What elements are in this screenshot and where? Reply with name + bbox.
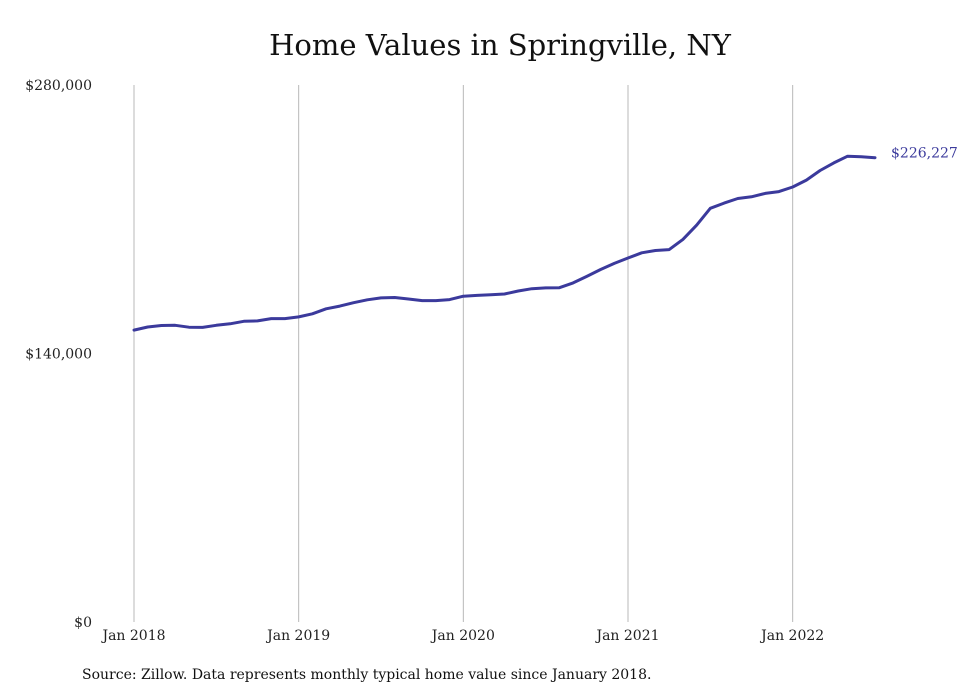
y-tick-label: $140,000 xyxy=(25,347,92,363)
y-axis: $0 $140,000 $280,000 xyxy=(25,78,92,631)
y-tick-label: $0 xyxy=(74,615,92,631)
x-tick-label: Jan 2021 xyxy=(594,628,659,644)
chart-title: Home Values in Springville, NY xyxy=(269,28,731,62)
x-tick-label: Jan 2019 xyxy=(265,628,330,644)
x-tick-label: Jan 2022 xyxy=(759,628,824,644)
series-group: $226,227 xyxy=(132,146,958,332)
grid-lines xyxy=(133,85,794,622)
x-tick-label: Jan 2018 xyxy=(100,628,165,644)
series-line xyxy=(132,154,877,332)
end-value-label: $226,227 xyxy=(891,146,958,162)
x-axis: Jan 2018 Jan 2019 Jan 2020 Jan 2021 Jan 2022 xyxy=(100,628,824,644)
y-tick-label: $280,000 xyxy=(25,78,92,94)
x-tick-label: Jan 2020 xyxy=(430,628,495,644)
source-note: Source: Zillow. Data represents monthly … xyxy=(82,667,652,683)
line-chart: $0$140,000$280,000 Jan 2018 Jan 2019 Jan 2… xyxy=(25,78,958,644)
